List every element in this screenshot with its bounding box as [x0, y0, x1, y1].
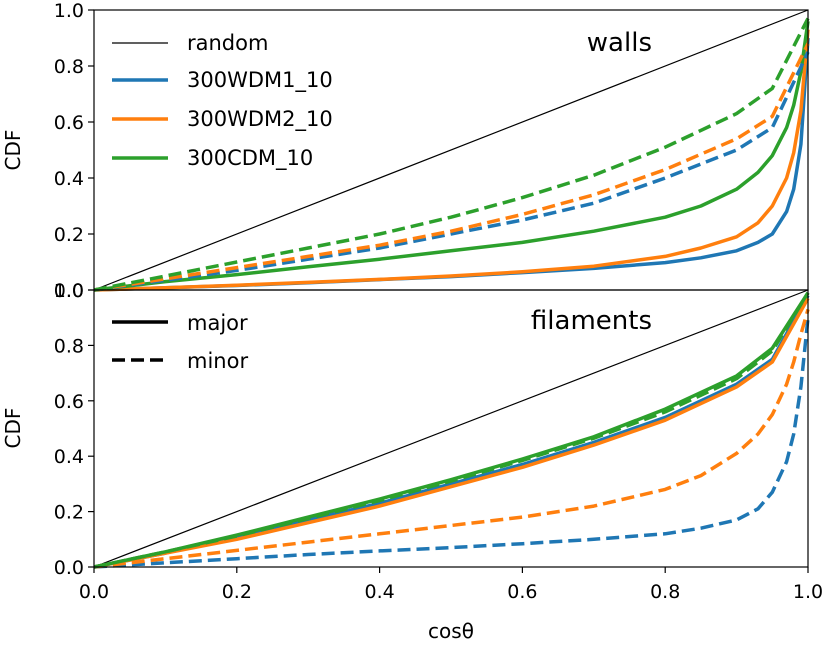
filaments-y-axis-label: CDF: [1, 408, 25, 449]
filaments-line-300wdm1-10-major: [94, 296, 808, 568]
legend-label-random: random: [187, 31, 268, 55]
filaments-ytick-label-4: 0.8: [54, 335, 84, 357]
filaments-ytick-label-0: 0.0: [54, 557, 84, 579]
xtick-label-0: 0.0: [79, 581, 109, 603]
filaments-legend: major minor: [112, 311, 248, 373]
filaments-y-ticks: 0.0 0.2 0.4 0.6 0.8 1.0: [54, 280, 94, 579]
filaments-ytick-label-3: 0.6: [54, 391, 84, 413]
walls-ytick-label-5: 1.0: [54, 0, 84, 22]
filaments-ytick-label-1: 0.2: [54, 502, 84, 524]
xtick-label-5: 1.0: [793, 581, 823, 603]
walls-legend: random 300WDM1_10 300WDM2_10 300CDM_10: [112, 31, 333, 171]
walls-ytick-label-3: 0.6: [54, 112, 84, 134]
walls-panel: 0.00.20.40.60.81.0 CDF walls random 300W…: [1, 0, 808, 302]
walls-y-ticks: 0.00.20.40.60.81.0: [54, 0, 94, 302]
walls-ytick-label-2: 0.4: [54, 168, 84, 190]
filaments-ytick-label-5: 1.0: [54, 280, 84, 302]
walls-ytick-label-4: 0.8: [54, 56, 84, 78]
filaments-x-ticks: 0.0 0.2 0.4 0.6 0.8 1.0: [79, 567, 823, 603]
xtick-label-1: 0.2: [222, 581, 252, 603]
x-axis-label: cosθ: [428, 619, 474, 643]
filaments-panel-title: filaments: [531, 306, 652, 336]
cdf-figure: 0.0 0.2 0.4 0.6 0.8 1.0 CDF walls random 300W…: [0, 0, 829, 645]
xtick-label-2: 0.4: [364, 581, 394, 603]
walls-y-axis-label: CDF: [1, 130, 25, 171]
walls-panel-title: walls: [587, 28, 652, 58]
walls-ytick-label-1: 0.2: [54, 224, 84, 246]
filaments-ytick-label-2: 0.4: [54, 446, 84, 468]
legend-label-300WDM2_10: 300WDM2_10: [187, 107, 333, 132]
xtick-label-4: 0.8: [650, 581, 680, 603]
legend-label-major: major: [187, 311, 248, 335]
legend-label-minor: minor: [187, 349, 248, 373]
legend-label-300CDM_10: 300CDM_10: [187, 146, 313, 171]
filaments-panel: 0.0 0.2 0.4 0.6 0.8 1.0 0.0 0.2 0.4 0.6 0.8 1.0 CD…: [1, 280, 823, 603]
legend-label-300WDM1_10: 300WDM1_10: [187, 68, 333, 93]
xtick-label-3: 0.6: [507, 581, 537, 603]
